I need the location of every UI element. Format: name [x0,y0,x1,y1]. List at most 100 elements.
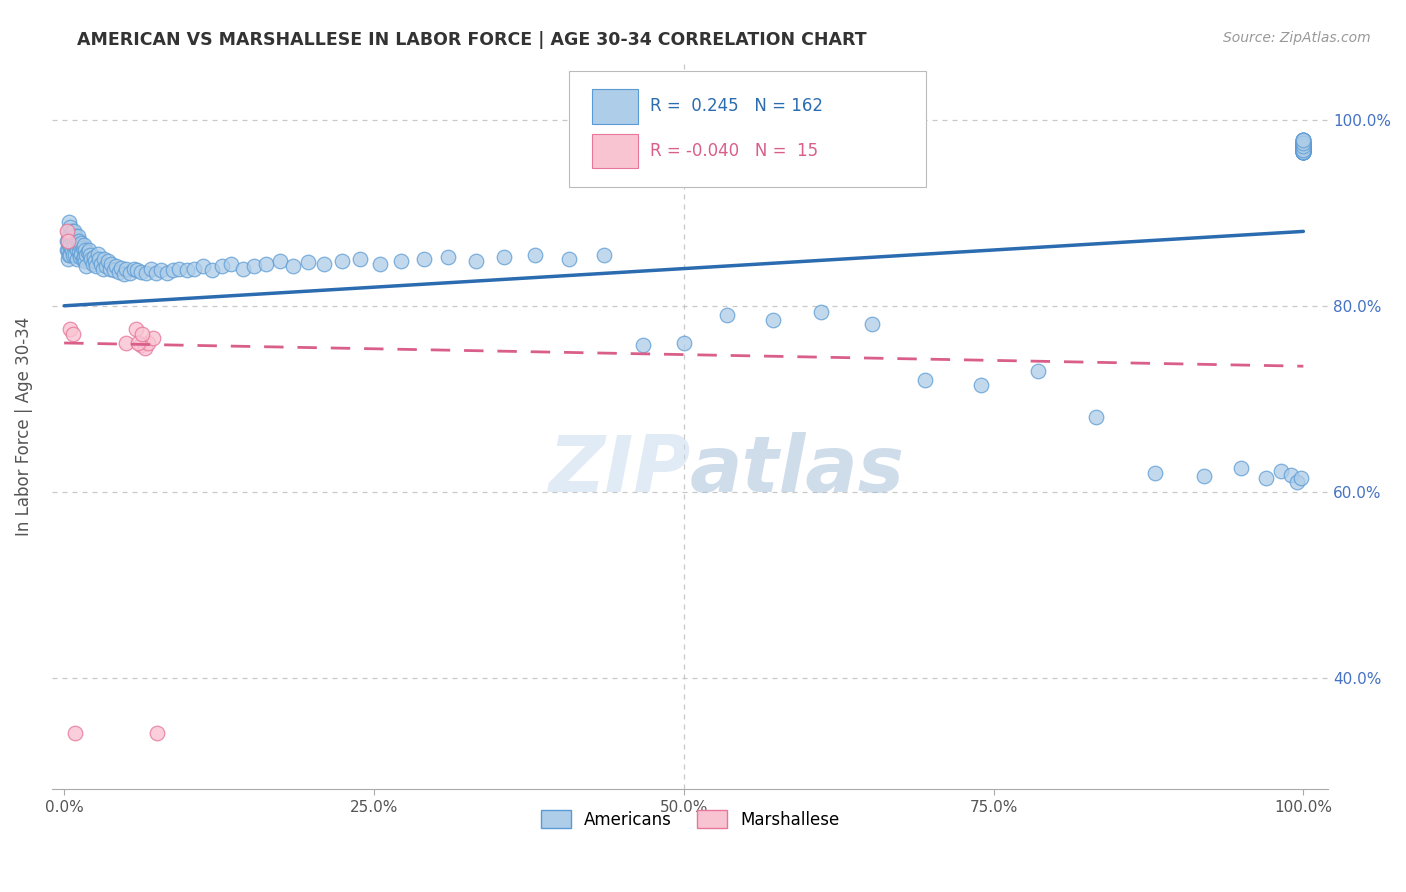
Americans [1292,143,1315,157]
Americans [75,259,97,273]
Americans [90,257,112,271]
Americans [1292,136,1315,150]
Americans [98,261,121,276]
Americans [65,234,87,248]
Americans [1292,133,1315,147]
Marshallese [142,331,165,345]
Americans [60,224,83,238]
Americans [1292,136,1315,150]
Americans [83,251,105,265]
Americans [115,261,138,276]
Americans [1292,145,1315,160]
Americans [1292,141,1315,155]
Americans [1289,471,1312,485]
Americans [1292,136,1315,150]
Text: R = -0.040   N =  15: R = -0.040 N = 15 [651,142,818,160]
Marshallese [138,335,160,350]
Americans [716,308,738,322]
Y-axis label: In Labor Force | Age 30-34: In Labor Force | Age 30-34 [15,317,32,536]
Americans [91,261,114,276]
Marshallese [129,338,152,352]
Americans [1279,467,1302,482]
Americans [1292,136,1315,150]
Americans [1292,143,1315,157]
Americans [103,263,125,277]
Marshallese [134,341,156,355]
Marshallese [128,335,150,350]
Americans [631,338,654,352]
Americans [1292,143,1315,157]
Americans [56,243,79,257]
Americans [1292,143,1315,157]
Americans [1292,145,1315,160]
Americans [72,241,94,255]
Americans [86,259,108,273]
Americans [1270,464,1292,478]
Americans [67,244,90,259]
Americans [156,266,179,280]
Marshallese [55,224,77,238]
Americans [1292,133,1315,147]
Americans [58,247,80,261]
Americans [65,243,87,257]
Americans [1292,141,1315,155]
Marshallese [115,335,138,350]
Americans [254,257,277,271]
Americans [1292,145,1315,160]
Americans [1292,141,1315,155]
Americans [860,318,883,332]
Americans [63,234,86,248]
Americans [464,254,486,268]
Marshallese [125,322,148,336]
Americans [242,259,264,273]
Americans [1292,139,1315,153]
Americans [1292,139,1315,153]
Americans [412,252,434,267]
Americans [84,254,107,268]
Americans [557,252,579,267]
Americans [75,247,97,261]
Americans [73,250,96,264]
Americans [69,238,91,252]
Americans [1292,133,1315,147]
Americans [183,261,205,276]
Americans [93,252,115,267]
Americans [1292,139,1315,153]
Americans [1292,133,1315,147]
Americans [100,257,122,271]
Americans [1292,143,1315,157]
Text: ZIP: ZIP [548,432,690,508]
Americans [810,305,832,319]
Americans [62,238,84,252]
Americans [62,229,84,244]
Bar [592,88,637,123]
Americans [60,234,83,248]
Americans [96,254,118,268]
Marshallese [59,322,82,336]
Americans [1292,136,1315,150]
Americans [672,335,695,350]
Americans [1143,466,1166,480]
Americans [56,252,79,267]
Americans [59,219,82,234]
Americans [1292,139,1315,153]
Marshallese [131,326,153,341]
Americans [314,257,336,271]
Legend: Americans, Marshallese: Americans, Marshallese [534,804,846,835]
Americans [1292,145,1315,160]
Americans [1085,410,1108,425]
Americans [79,247,101,261]
Americans [58,238,80,252]
Americans [1292,143,1315,157]
Americans [176,263,198,277]
Americans [914,373,936,387]
Americans [368,257,391,271]
Americans [437,251,460,265]
Americans [1192,469,1215,483]
Americans [524,247,547,261]
Americans [70,246,93,260]
Americans [112,267,135,281]
Americans [55,234,77,248]
Americans [970,377,993,392]
Americans [1292,141,1315,155]
